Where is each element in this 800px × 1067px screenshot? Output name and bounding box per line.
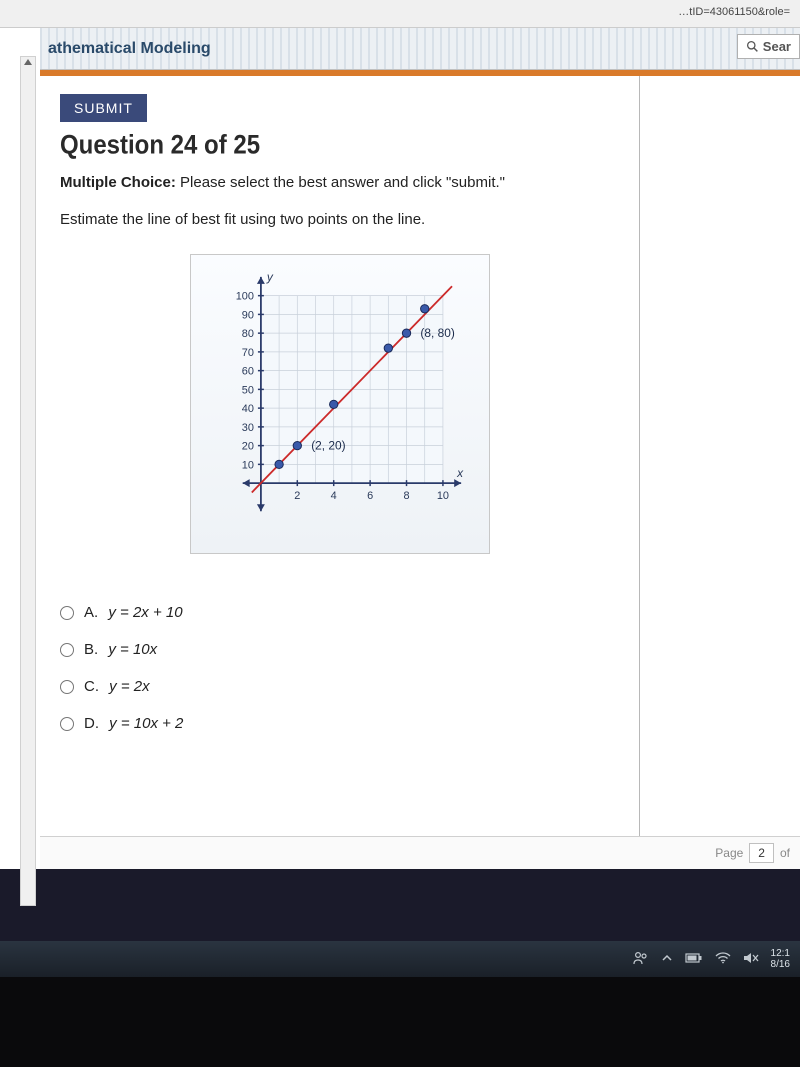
- instruction-rest: Please select the best answer and click …: [176, 174, 505, 191]
- svg-text:30: 30: [242, 422, 254, 434]
- course-header: athematical Modeling Sear: [40, 28, 800, 70]
- page-number-box[interactable]: 2: [749, 843, 774, 863]
- radio-d[interactable]: [60, 717, 74, 731]
- wifi-icon[interactable]: [715, 952, 731, 967]
- vertical-scrollbar[interactable]: [20, 56, 36, 906]
- svg-text:70: 70: [242, 347, 254, 359]
- svg-text:2: 2: [294, 490, 300, 502]
- svg-text:8: 8: [403, 490, 409, 502]
- svg-text:6: 6: [367, 490, 373, 502]
- question-title: Question 24 of 25: [60, 131, 780, 162]
- chevron-up-icon[interactable]: [661, 952, 673, 967]
- clock-date: 8/16: [771, 959, 790, 970]
- clock-time: 12:1: [771, 948, 790, 959]
- choice-letter: D.: [84, 715, 99, 732]
- search-button[interactable]: Sear: [737, 34, 800, 59]
- answer-choice-a[interactable]: A. y = 2x + 10: [60, 594, 780, 631]
- svg-text:10: 10: [437, 490, 449, 502]
- taskbar-clock[interactable]: 12:1 8/16: [771, 948, 790, 970]
- answer-choice-c[interactable]: C. y = 2x: [60, 668, 780, 705]
- svg-text:(2, 20): (2, 20): [311, 439, 345, 453]
- answer-choice-b[interactable]: B. y = 10x: [60, 631, 780, 668]
- choice-letter: B.: [84, 641, 98, 658]
- svg-text:50: 50: [242, 384, 254, 396]
- windows-taskbar[interactable]: 12:1 8/16: [0, 941, 800, 977]
- screen-bezel: [0, 977, 800, 1067]
- url-text: …tID=43061150&role=: [678, 6, 790, 18]
- answer-choice-d[interactable]: D. y = 10x + 2: [60, 705, 780, 742]
- svg-text:90: 90: [242, 309, 254, 321]
- instruction-prefix: Multiple Choice:: [60, 174, 176, 191]
- volume-mute-icon[interactable]: [743, 951, 759, 968]
- vertical-divider: [639, 76, 640, 836]
- svg-text:x: x: [456, 466, 464, 480]
- instruction-text: Multiple Choice: Please select the best …: [60, 174, 780, 191]
- scatter-chart: 2 4 6 8 10 10 20 30 40 50 60 70 80 90 100 x y (2, 20) (8, …: [201, 265, 479, 543]
- of-label: of: [780, 846, 790, 860]
- svg-text:80: 80: [242, 328, 254, 340]
- choice-equation: y = 2x + 10: [108, 604, 182, 621]
- radio-c[interactable]: [60, 680, 74, 694]
- choice-letter: C.: [84, 678, 99, 695]
- radio-a[interactable]: [60, 606, 74, 620]
- course-title: athematical Modeling: [48, 40, 211, 58]
- svg-text:20: 20: [242, 441, 254, 453]
- answer-choices: A. y = 2x + 10B. y = 10xC. y = 2xD. y = …: [60, 594, 780, 742]
- svg-text:(8, 80): (8, 80): [420, 326, 454, 340]
- pagination-footer: Page 2 of: [40, 836, 800, 869]
- people-icon[interactable]: [633, 950, 649, 969]
- url-bar: …tID=43061150&role=: [0, 0, 800, 28]
- svg-text:60: 60: [242, 366, 254, 378]
- svg-text:4: 4: [331, 490, 337, 502]
- choice-equation: y = 10x: [108, 641, 157, 658]
- svg-text:10: 10: [242, 459, 254, 471]
- app-frame: athematical Modeling Sear SUBMIT Questio…: [40, 28, 800, 869]
- page-label: Page: [715, 846, 743, 860]
- submit-button[interactable]: SUBMIT: [60, 94, 147, 122]
- svg-text:100: 100: [236, 291, 254, 303]
- screen: athematical Modeling Sear SUBMIT Questio…: [0, 28, 800, 869]
- chart-container: 2 4 6 8 10 10 20 30 40 50 60 70 80 90 100 x y (2, 20) (8, …: [190, 254, 490, 554]
- svg-text:40: 40: [242, 403, 254, 415]
- svg-text:y: y: [266, 270, 274, 284]
- battery-icon[interactable]: [685, 952, 703, 967]
- choice-equation: y = 10x + 2: [109, 715, 183, 732]
- radio-b[interactable]: [60, 643, 74, 657]
- content-area: SUBMIT Question 24 of 25 Multiple Choice…: [40, 76, 800, 836]
- question-prompt: Estimate the line of best fit using two …: [60, 211, 780, 228]
- choice-letter: A.: [84, 604, 98, 621]
- search-icon: [746, 40, 759, 53]
- choice-equation: y = 2x: [109, 678, 149, 695]
- search-label: Sear: [763, 39, 791, 54]
